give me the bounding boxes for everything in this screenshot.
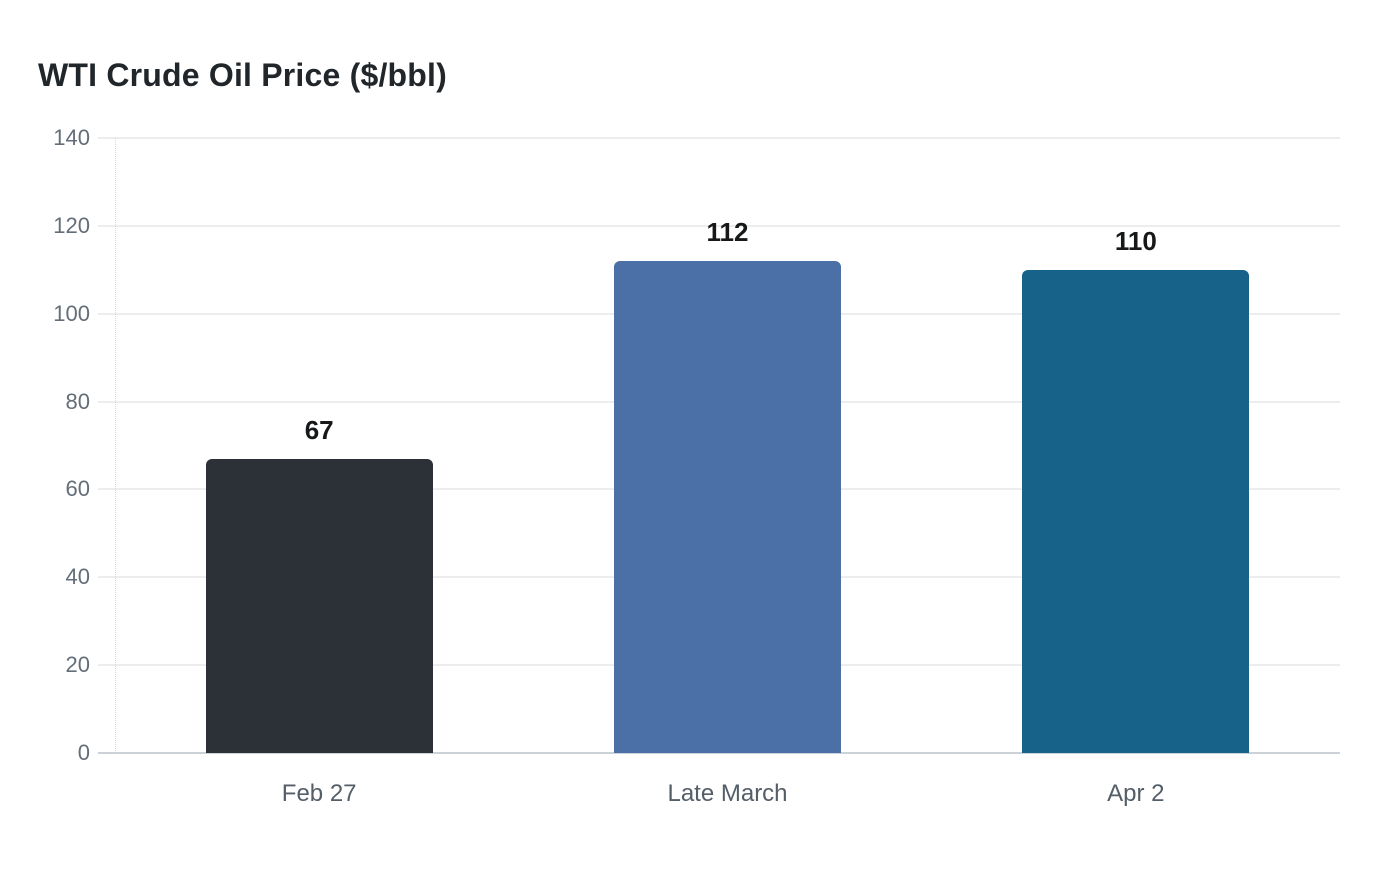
x-axis-line	[98, 752, 1340, 754]
y-tick-label: 0	[77, 740, 90, 765]
y-tick-label: 20	[65, 652, 90, 678]
bar-feb-27	[205, 458, 433, 753]
y-tick-label: 40	[65, 564, 90, 590]
y-tick-label: 80	[65, 388, 90, 414]
y-axis-line	[115, 138, 116, 753]
bar-value-label: 112	[706, 217, 749, 247]
x-tick-label: Feb 27	[281, 780, 357, 807]
bar-late-march	[614, 261, 841, 753]
x-tick-label: Apr 2	[1107, 780, 1165, 807]
gridline-y-140	[98, 137, 1340, 139]
bar-value-label: 110	[1114, 225, 1157, 256]
gridline-y-120	[98, 224, 1340, 227]
y-tick-label: 100	[53, 300, 90, 326]
chart-title: WTI Crude Oil Price ($/bbl)	[38, 57, 447, 93]
y-tick-label: 140	[53, 125, 90, 150]
bar-apr-2	[1022, 269, 1250, 753]
y-tick-label: 120	[53, 212, 90, 238]
y-tick-label: 60	[65, 476, 90, 502]
x-tick-label: Late March	[667, 780, 788, 807]
bar-value-label: 67	[304, 414, 334, 445]
